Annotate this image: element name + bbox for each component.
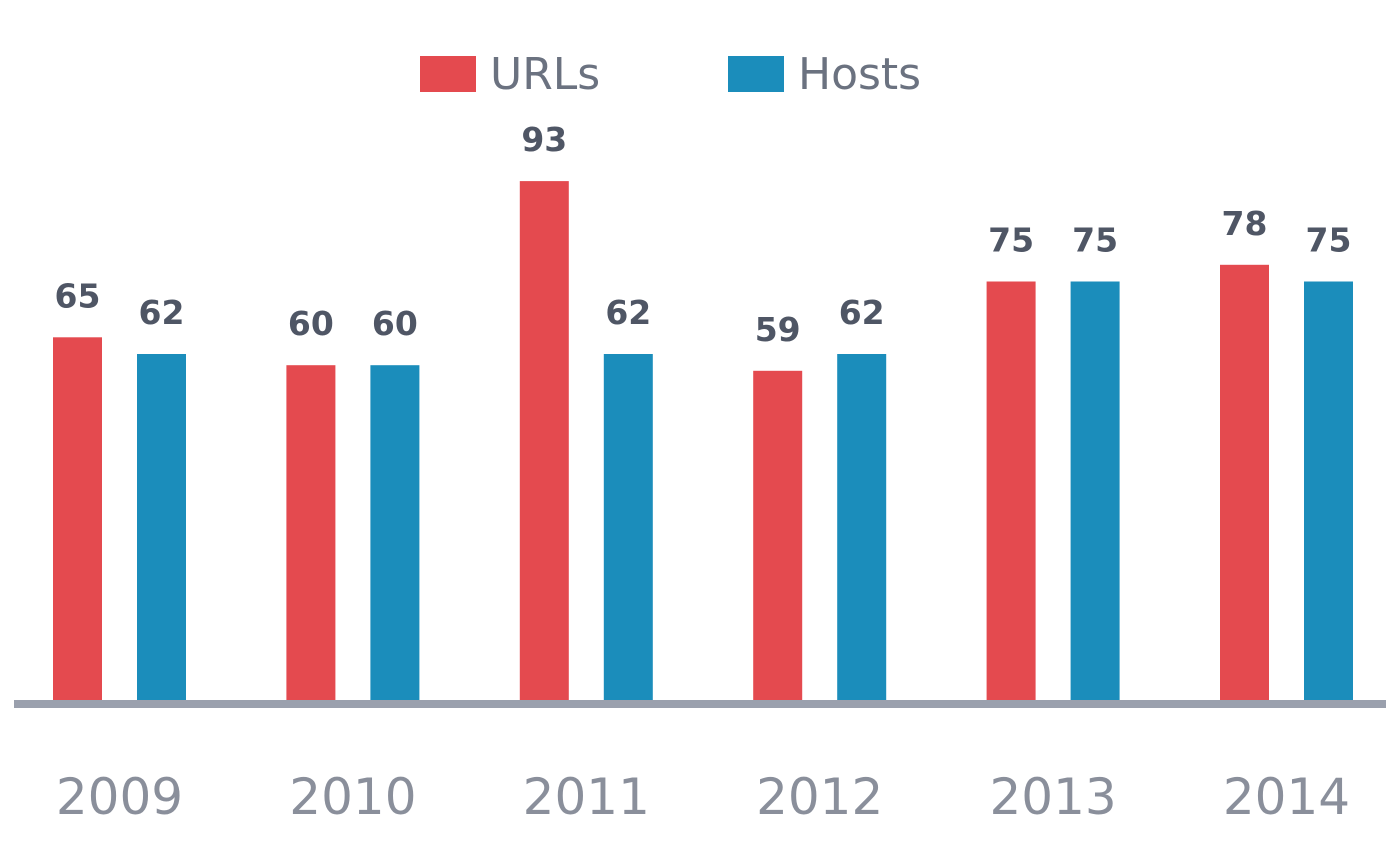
legend-swatch-urls (420, 56, 476, 92)
value-label-hosts-2010: 60 (372, 304, 418, 343)
bar-hosts-2014 (1304, 281, 1353, 700)
value-labels-group: 65 62 60 60 93 62 59 62 75 75 78 75 (55, 120, 1352, 349)
tick-label-2009: 2009 (56, 768, 183, 826)
bar-urls-2009 (53, 337, 102, 700)
tick-label-2013: 2013 (989, 768, 1116, 826)
bars-group (53, 181, 1353, 701)
value-label-urls-2012: 59 (755, 310, 801, 349)
value-label-urls-2011: 93 (521, 120, 567, 159)
value-label-urls-2010: 60 (288, 304, 334, 343)
x-axis-tick-labels: 2009 2010 2011 2012 2013 2014 (56, 768, 1350, 826)
bar-urls-2014 (1220, 264, 1269, 700)
value-label-hosts-2013: 75 (1072, 221, 1118, 260)
bar-hosts-2013 (1070, 281, 1120, 700)
chart-legend: URLs Hosts (420, 49, 921, 100)
legend-label-hosts: Hosts (798, 49, 921, 100)
legend-label-urls: URLs (490, 49, 600, 100)
value-label-urls-2013: 75 (988, 221, 1034, 260)
value-label-hosts-2014: 75 (1306, 221, 1352, 260)
tick-label-2012: 2012 (756, 768, 883, 826)
tick-label-2011: 2011 (523, 768, 650, 826)
bar-hosts-2011 (603, 354, 653, 700)
bar-hosts-2009 (137, 354, 186, 700)
value-label-urls-2014: 78 (1222, 204, 1268, 243)
tick-label-2014: 2014 (1223, 768, 1350, 826)
legend-swatch-hosts (728, 56, 784, 92)
bar-urls-2013 (986, 281, 1036, 700)
bar-hosts-2012 (837, 354, 887, 700)
value-label-hosts-2009: 62 (139, 293, 185, 332)
bar-urls-2012 (753, 370, 803, 700)
bar-urls-2010 (286, 365, 336, 700)
value-label-hosts-2011: 62 (605, 293, 651, 332)
value-label-urls-2009: 65 (55, 276, 101, 315)
tick-label-2010: 2010 (289, 768, 416, 826)
value-label-hosts-2012: 62 (839, 293, 885, 332)
bar-hosts-2010 (370, 365, 420, 700)
bar-urls-2011 (519, 181, 569, 701)
